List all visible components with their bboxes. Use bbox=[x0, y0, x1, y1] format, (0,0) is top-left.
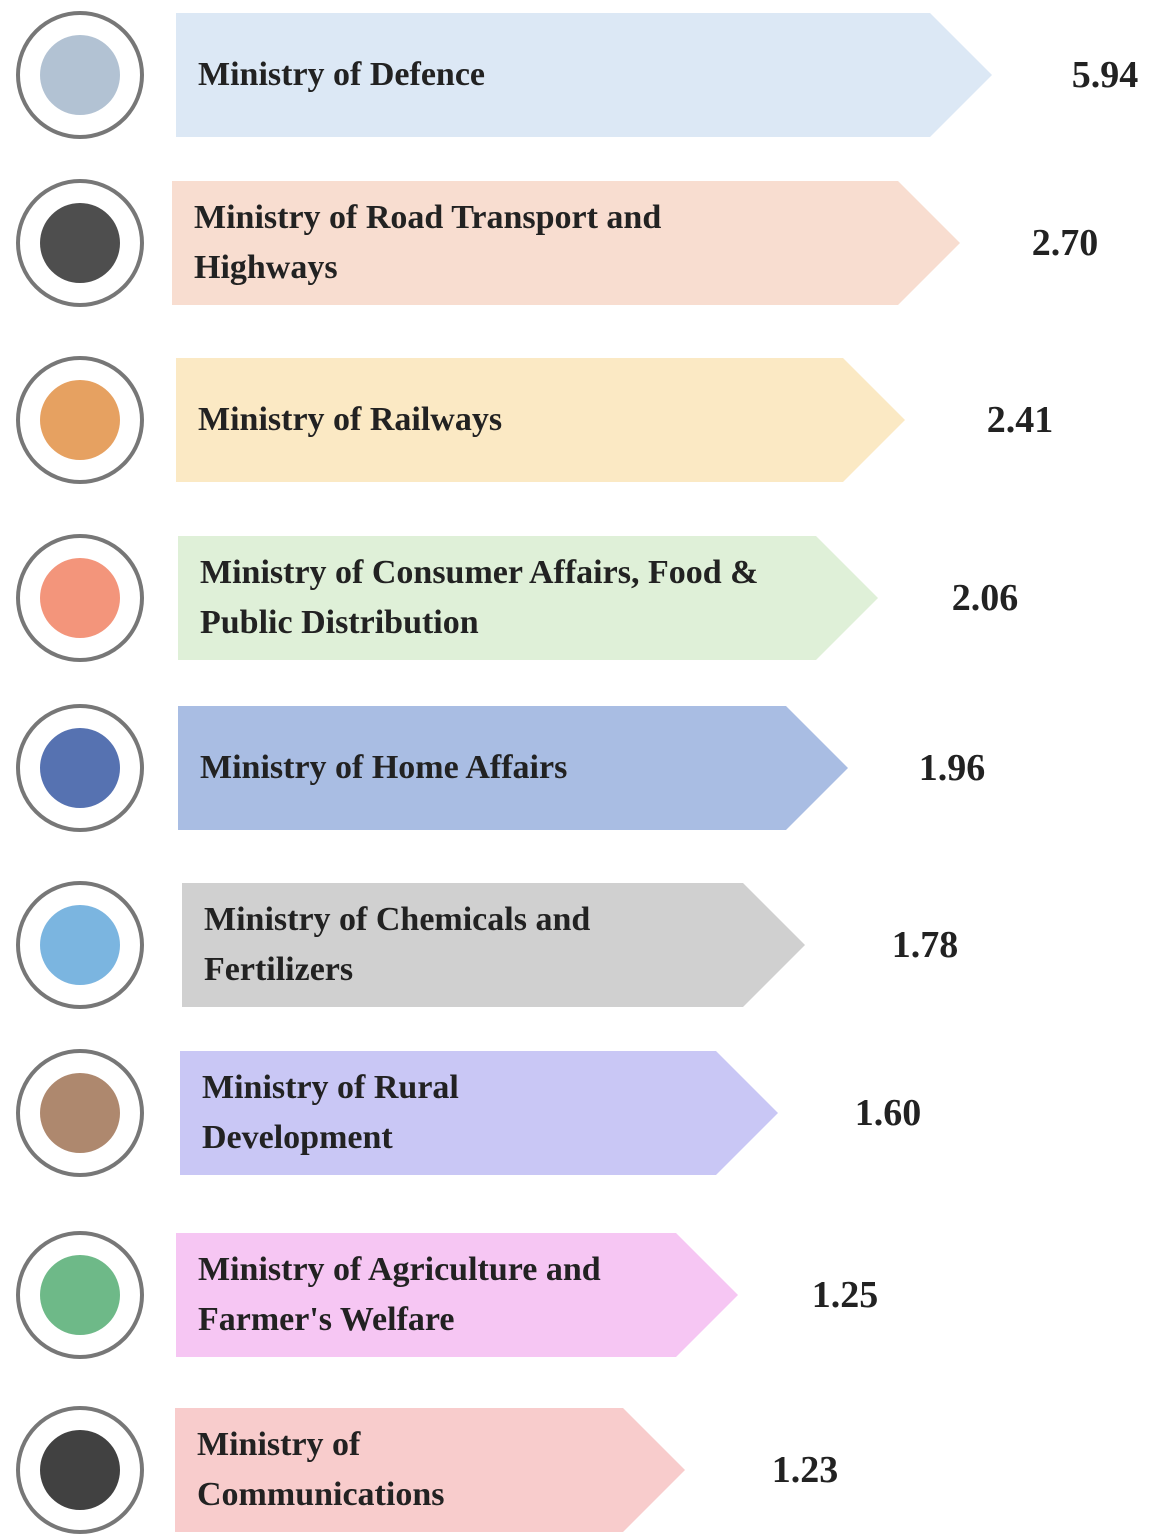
ministry-row: Ministry of Road Transport and Highways 2… bbox=[0, 178, 1156, 308]
ministry-value: 1.60 bbox=[818, 1091, 958, 1135]
icon-fill bbox=[40, 35, 120, 115]
ministry-row: Ministry of Defence 5.94 bbox=[0, 10, 1156, 140]
ministry-label: Ministry of Communications bbox=[197, 1420, 457, 1520]
ministry-value: 5.94 bbox=[1035, 53, 1156, 97]
ministry-label: Ministry of Rural Development bbox=[202, 1063, 542, 1163]
ministry-value: 2.41 bbox=[950, 398, 1090, 442]
icon-fill bbox=[40, 558, 120, 638]
ministry-row: Ministry of Home Affairs 1.96 bbox=[0, 703, 1156, 833]
ministry-label: Ministry of Defence bbox=[198, 50, 898, 100]
icon-fill bbox=[40, 1430, 120, 1510]
icon-fill bbox=[40, 905, 120, 985]
row-graphics bbox=[0, 1048, 1156, 1178]
ministry-row: Ministry of Chemicals and Fertilizers 1.7… bbox=[0, 880, 1156, 1010]
row-graphics bbox=[0, 1405, 1156, 1535]
ministry-label: Ministry of Consumer Affairs, Food & Pub… bbox=[200, 548, 780, 648]
icon-fill bbox=[40, 1073, 120, 1153]
ministry-row: Ministry of Rural Development 1.60 bbox=[0, 1048, 1156, 1178]
ministry-label: Ministry of Road Transport and Highways bbox=[194, 193, 794, 293]
ministry-value: 1.23 bbox=[735, 1448, 875, 1492]
ministry-row: Ministry of Railways 2.41 bbox=[0, 355, 1156, 485]
ministry-row: Ministry of Agriculture and Farmer's Wel… bbox=[0, 1230, 1156, 1360]
icon-fill bbox=[40, 1255, 120, 1335]
ministry-row: Ministry of Communications 1.23 bbox=[0, 1405, 1156, 1535]
ministry-value: 2.70 bbox=[995, 221, 1135, 265]
ministry-value: 1.25 bbox=[775, 1273, 915, 1317]
icon-fill bbox=[40, 728, 120, 808]
ministry-label: Ministry of Agriculture and Farmer's Wel… bbox=[198, 1245, 658, 1345]
ministry-label: Ministry of Railways bbox=[198, 395, 798, 445]
icon-fill bbox=[40, 380, 120, 460]
page: {"items": [ {"label": "Ministry of Defen… bbox=[0, 0, 1156, 1533]
ministry-label: Ministry of Home Affairs bbox=[200, 743, 760, 793]
icon-fill bbox=[40, 203, 120, 283]
ministry-row: Ministry of Consumer Affairs, Food & Pub… bbox=[0, 533, 1156, 663]
ministry-label: Ministry of Chemicals and Fertilizers bbox=[204, 895, 724, 995]
ministry-value: 2.06 bbox=[915, 576, 1055, 620]
ministry-value: 1.96 bbox=[882, 746, 1022, 790]
ministry-value: 1.78 bbox=[855, 923, 995, 967]
